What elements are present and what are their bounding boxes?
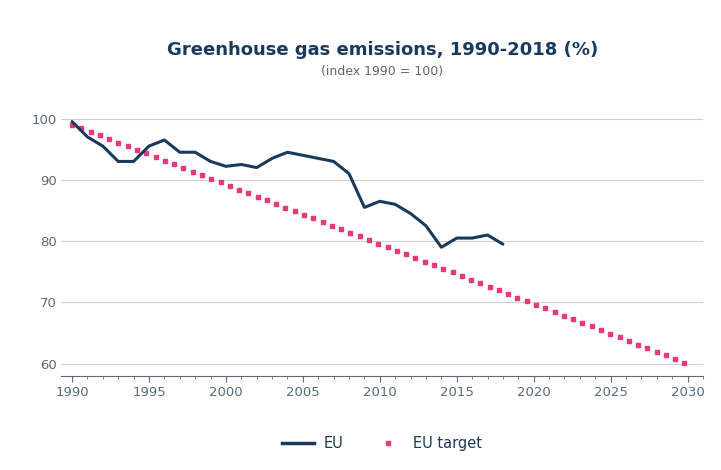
Legend: EU, EU target: EU, EU target (277, 430, 487, 456)
Title: Greenhouse gas emissions, 1990-2018 (%): Greenhouse gas emissions, 1990-2018 (%) (167, 41, 598, 59)
Text: (index 1990 = 100): (index 1990 = 100) (321, 65, 443, 78)
